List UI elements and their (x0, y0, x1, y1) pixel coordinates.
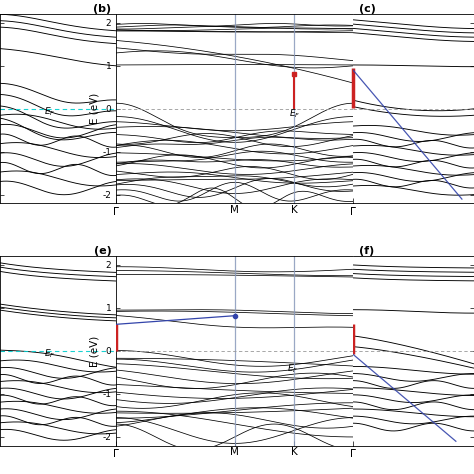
Text: (b): (b) (93, 4, 111, 14)
Y-axis label: E (eV): E (eV) (90, 93, 100, 125)
Text: $E_F$: $E_F$ (289, 108, 301, 120)
Text: $E_F$: $E_F$ (287, 363, 298, 375)
Text: (e): (e) (94, 246, 111, 256)
Text: (c): (c) (359, 4, 376, 14)
Text: $E_F$: $E_F$ (44, 347, 55, 360)
Y-axis label: E (eV): E (eV) (90, 335, 100, 366)
Text: (f): (f) (359, 246, 374, 256)
Text: $E_F$: $E_F$ (44, 106, 55, 118)
